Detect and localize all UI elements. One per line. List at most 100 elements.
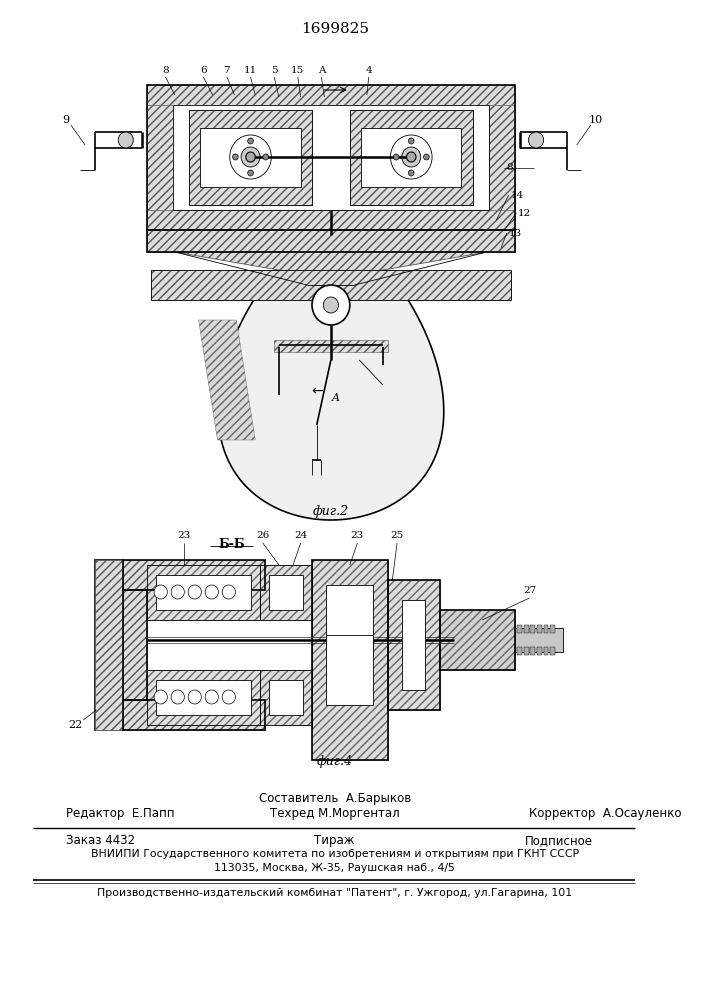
- Bar: [440, 610, 515, 670]
- Text: фиг.4: фиг.4: [317, 755, 353, 768]
- Bar: [524, 647, 529, 655]
- Bar: [312, 560, 387, 760]
- Circle shape: [118, 132, 134, 148]
- Bar: [544, 625, 549, 633]
- Bar: [146, 85, 515, 230]
- Bar: [350, 110, 473, 205]
- Bar: [544, 647, 549, 655]
- Bar: [146, 565, 260, 620]
- Circle shape: [409, 138, 414, 144]
- Text: A: A: [332, 393, 339, 403]
- Bar: [550, 625, 555, 633]
- Text: Составитель  А.Барыков: Составитель А.Барыков: [259, 792, 411, 805]
- Text: 12: 12: [518, 209, 532, 218]
- Text: 11: 11: [244, 66, 257, 75]
- Bar: [95, 560, 123, 730]
- Text: Редактор  Е.Папп: Редактор Е.Папп: [66, 807, 175, 820]
- Bar: [550, 647, 555, 655]
- Bar: [312, 560, 387, 760]
- Bar: [260, 670, 312, 725]
- Bar: [146, 105, 173, 210]
- Bar: [387, 580, 440, 710]
- Bar: [146, 85, 515, 105]
- Text: A: A: [317, 66, 325, 75]
- Text: 27: 27: [522, 586, 536, 595]
- Bar: [517, 647, 522, 655]
- Text: 13: 13: [508, 229, 522, 237]
- Text: 24: 24: [294, 531, 308, 540]
- Text: 8: 8: [506, 163, 513, 172]
- Circle shape: [407, 152, 416, 162]
- Text: фиг.2: фиг.2: [312, 505, 349, 518]
- Circle shape: [233, 154, 238, 160]
- Bar: [173, 105, 489, 210]
- Bar: [146, 565, 260, 620]
- Bar: [260, 565, 312, 620]
- Circle shape: [171, 585, 185, 599]
- Bar: [537, 625, 542, 633]
- Bar: [530, 647, 535, 655]
- Circle shape: [423, 154, 429, 160]
- Circle shape: [205, 690, 218, 704]
- Circle shape: [529, 132, 544, 148]
- Circle shape: [154, 690, 168, 704]
- Bar: [156, 680, 250, 715]
- Circle shape: [230, 135, 271, 179]
- Bar: [530, 625, 535, 633]
- Text: 1699825: 1699825: [300, 22, 368, 36]
- Bar: [350, 110, 473, 205]
- Text: 6: 6: [200, 66, 206, 75]
- Text: 10: 10: [588, 115, 603, 125]
- Bar: [387, 580, 440, 710]
- Text: Подписное: Подписное: [525, 834, 592, 847]
- Circle shape: [247, 138, 253, 144]
- Bar: [146, 230, 515, 252]
- Circle shape: [402, 147, 421, 167]
- Bar: [123, 700, 264, 730]
- Bar: [537, 647, 542, 655]
- Text: 113035, Москва, Ж-35, Раушская наб., 4/5: 113035, Москва, Ж-35, Раушская наб., 4/5: [214, 863, 455, 873]
- Bar: [260, 565, 312, 620]
- Circle shape: [393, 154, 399, 160]
- Bar: [269, 575, 303, 610]
- Circle shape: [154, 585, 168, 599]
- Text: Производственно-издательский комбинат "Патент", г. Ужгород, ул.Гагарина, 101: Производственно-издательский комбинат "П…: [97, 888, 572, 898]
- Bar: [123, 560, 264, 590]
- Polygon shape: [199, 320, 255, 440]
- Bar: [200, 128, 300, 187]
- Bar: [156, 575, 250, 610]
- Text: Техред М.Моргентал: Техред М.Моргентал: [270, 807, 399, 820]
- Text: 8: 8: [162, 66, 169, 75]
- Circle shape: [171, 690, 185, 704]
- Bar: [515, 628, 563, 652]
- Text: 4: 4: [366, 66, 372, 75]
- Bar: [123, 700, 264, 730]
- Text: Б-Б: Б-Б: [218, 538, 245, 551]
- Text: 15: 15: [291, 66, 305, 75]
- Circle shape: [323, 297, 339, 313]
- Text: 25: 25: [390, 531, 404, 540]
- Text: 14: 14: [510, 190, 524, 200]
- Bar: [151, 270, 510, 300]
- Circle shape: [246, 152, 255, 162]
- Circle shape: [205, 585, 218, 599]
- Text: 23: 23: [177, 531, 191, 540]
- Circle shape: [263, 154, 269, 160]
- Circle shape: [222, 585, 235, 599]
- Circle shape: [222, 690, 235, 704]
- Circle shape: [312, 285, 350, 325]
- Bar: [146, 210, 515, 230]
- Text: 5: 5: [271, 66, 277, 75]
- Bar: [146, 670, 260, 725]
- Bar: [151, 270, 510, 300]
- Bar: [274, 340, 387, 352]
- Bar: [524, 625, 529, 633]
- Text: 22: 22: [69, 720, 83, 730]
- Bar: [123, 590, 146, 700]
- Text: Тираж: Тираж: [315, 834, 355, 847]
- Bar: [146, 670, 260, 725]
- Text: 9: 9: [63, 115, 70, 125]
- Circle shape: [241, 147, 260, 167]
- Polygon shape: [175, 252, 487, 285]
- Bar: [361, 128, 462, 187]
